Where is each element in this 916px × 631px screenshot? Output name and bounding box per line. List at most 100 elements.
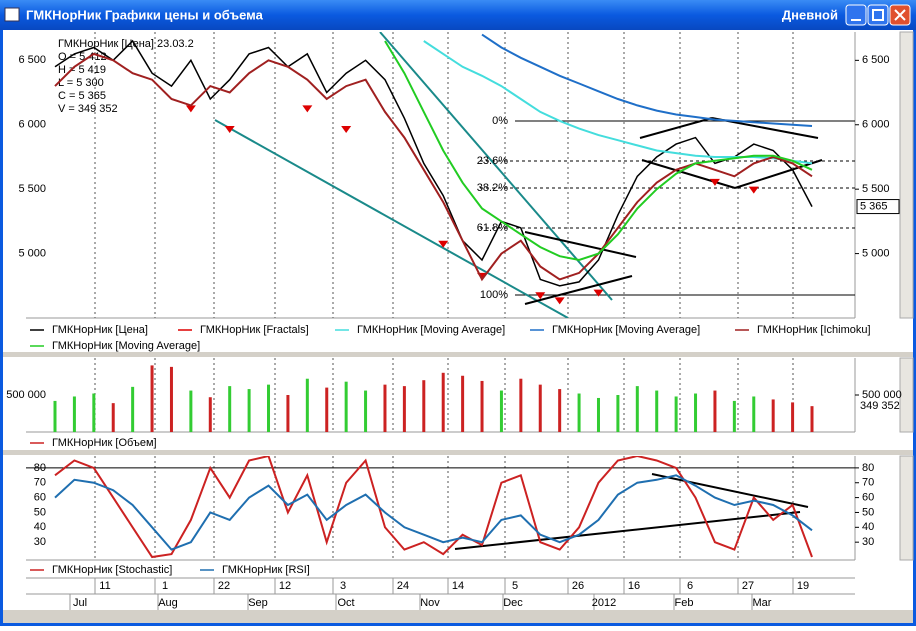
plot xyxy=(53,365,814,432)
volume-bar xyxy=(480,380,484,432)
fib-label: 100% xyxy=(480,289,508,301)
x-month-label: Oct xyxy=(337,597,354,609)
volume-bar xyxy=(150,365,154,432)
fractal-marker xyxy=(341,126,352,134)
button-glyphs xyxy=(851,9,906,21)
volume-bar xyxy=(752,396,756,432)
volume-bar xyxy=(189,390,193,432)
volume-bar xyxy=(131,386,135,432)
volume-bar xyxy=(169,366,173,432)
info-line: V = 349 352 xyxy=(58,103,118,115)
volume-bar xyxy=(344,381,348,432)
volume-bar xyxy=(383,384,387,432)
fib-label: 38.2% xyxy=(477,182,508,194)
x-month-label: 2012 xyxy=(592,597,616,609)
volume-bar xyxy=(247,389,251,432)
x-month-label: Mar xyxy=(753,597,772,609)
volume-bar xyxy=(713,390,717,432)
minimize-button[interactable] xyxy=(845,4,867,26)
volume-bar xyxy=(422,380,426,432)
x-month-label: Jul xyxy=(73,597,87,609)
scrollbars[interactable] xyxy=(899,31,914,561)
title-bar xyxy=(0,0,916,30)
volume-bar xyxy=(267,384,271,432)
last-value-box xyxy=(856,398,900,414)
volume-bar xyxy=(53,400,57,432)
fractal-marker xyxy=(593,289,604,297)
y-tick-label: 6 000 xyxy=(862,119,890,131)
volume-bar xyxy=(519,378,523,432)
fractal-marker xyxy=(748,186,759,194)
y-tick-label: 60 xyxy=(34,492,46,504)
volume-bar xyxy=(364,390,368,432)
series-line xyxy=(481,33,813,127)
x-month-label: Dec xyxy=(503,597,523,609)
volume-bar xyxy=(92,393,96,432)
y-tick-label: 5 000 xyxy=(18,247,46,259)
volume-bar xyxy=(325,387,329,432)
y-tick-label: 30 xyxy=(34,536,46,548)
info-line: C = 5 365 xyxy=(58,90,106,102)
y-tick-label: 5 000 xyxy=(862,247,890,259)
y-tick-label: 500 000 xyxy=(862,389,902,401)
last-value-box xyxy=(856,199,900,215)
fractal-marker xyxy=(554,297,565,305)
indicator-drawings xyxy=(454,473,809,550)
legend-label: ГМКНорНик [Ichimoku] xyxy=(757,324,871,336)
legend-label: ГМКНорНик [Цена] xyxy=(52,324,148,336)
separators xyxy=(3,352,913,623)
y-tick-label: 40 xyxy=(34,521,46,533)
legend-label: ГМКНорНик [Moving Average] xyxy=(552,324,700,336)
fractal-marker xyxy=(185,105,196,113)
x-day-label: 24 xyxy=(397,580,409,592)
plot xyxy=(26,456,855,559)
plot xyxy=(54,33,813,305)
y-tick-label: 70 xyxy=(862,477,874,489)
x-day-label: 1 xyxy=(162,580,168,592)
legend-label: ГМКНорНик [Fractals] xyxy=(200,324,309,336)
x-day-label: 14 xyxy=(452,580,464,592)
ohlc-info: ГМКНорНик [Цена] 23.03.2 O = 5 412 H = 5… xyxy=(58,38,194,115)
x-day-label: 5 xyxy=(512,580,518,592)
fractal-marker xyxy=(535,292,546,300)
fractal-marker xyxy=(438,240,449,248)
fib-label: 0% xyxy=(492,115,508,127)
volume-bar xyxy=(791,402,795,432)
y-tick-label: 6 000 xyxy=(18,119,46,131)
volume-bar xyxy=(208,397,212,432)
period[interactable]: Дневной xyxy=(782,7,838,22)
y-tick-label: 6 500 xyxy=(18,54,46,66)
series-line xyxy=(54,456,813,559)
x-day-label: 6 xyxy=(687,580,693,592)
volume-bar xyxy=(577,393,581,432)
x-month-label: Nov xyxy=(420,597,440,609)
x-day-label: 3 xyxy=(340,580,346,592)
volume-bar xyxy=(538,384,542,432)
x-day-label: 16 xyxy=(628,580,640,592)
maximize-button[interactable] xyxy=(867,4,889,26)
y-tick-label: 80 xyxy=(34,462,46,474)
last-value-label: 5 365 xyxy=(860,200,888,212)
volume-bar xyxy=(111,403,115,432)
volume-bar xyxy=(72,396,76,432)
x-day-label: 11 xyxy=(99,580,110,592)
legend-label: ГМКНорНик [Moving Average] xyxy=(52,340,200,352)
fib-labels: 0% 23.6% 38.2% 61.8% 100% xyxy=(477,115,508,301)
window-title: ГМКНорНик Графики цены и объема xyxy=(26,7,264,22)
x-day-label: 12 xyxy=(279,580,291,592)
volume-bar xyxy=(732,400,736,432)
x-month-label: Aug xyxy=(158,597,178,609)
x-month-label: Feb xyxy=(675,597,694,609)
legend-label: ГМКНорНик [Moving Average] xyxy=(357,324,505,336)
y-tick-label: 5 500 xyxy=(18,183,46,195)
vertical-grid xyxy=(94,32,794,560)
info-header: ГМКНорНик [Цена] 23.03.2 xyxy=(58,38,194,50)
volume-bar xyxy=(499,390,503,432)
drawings xyxy=(214,32,855,318)
volume-bar xyxy=(558,389,562,432)
volume-bar xyxy=(694,393,698,432)
volume-bar xyxy=(616,395,620,432)
volume-bar xyxy=(286,395,290,432)
volume-bar xyxy=(461,375,465,432)
